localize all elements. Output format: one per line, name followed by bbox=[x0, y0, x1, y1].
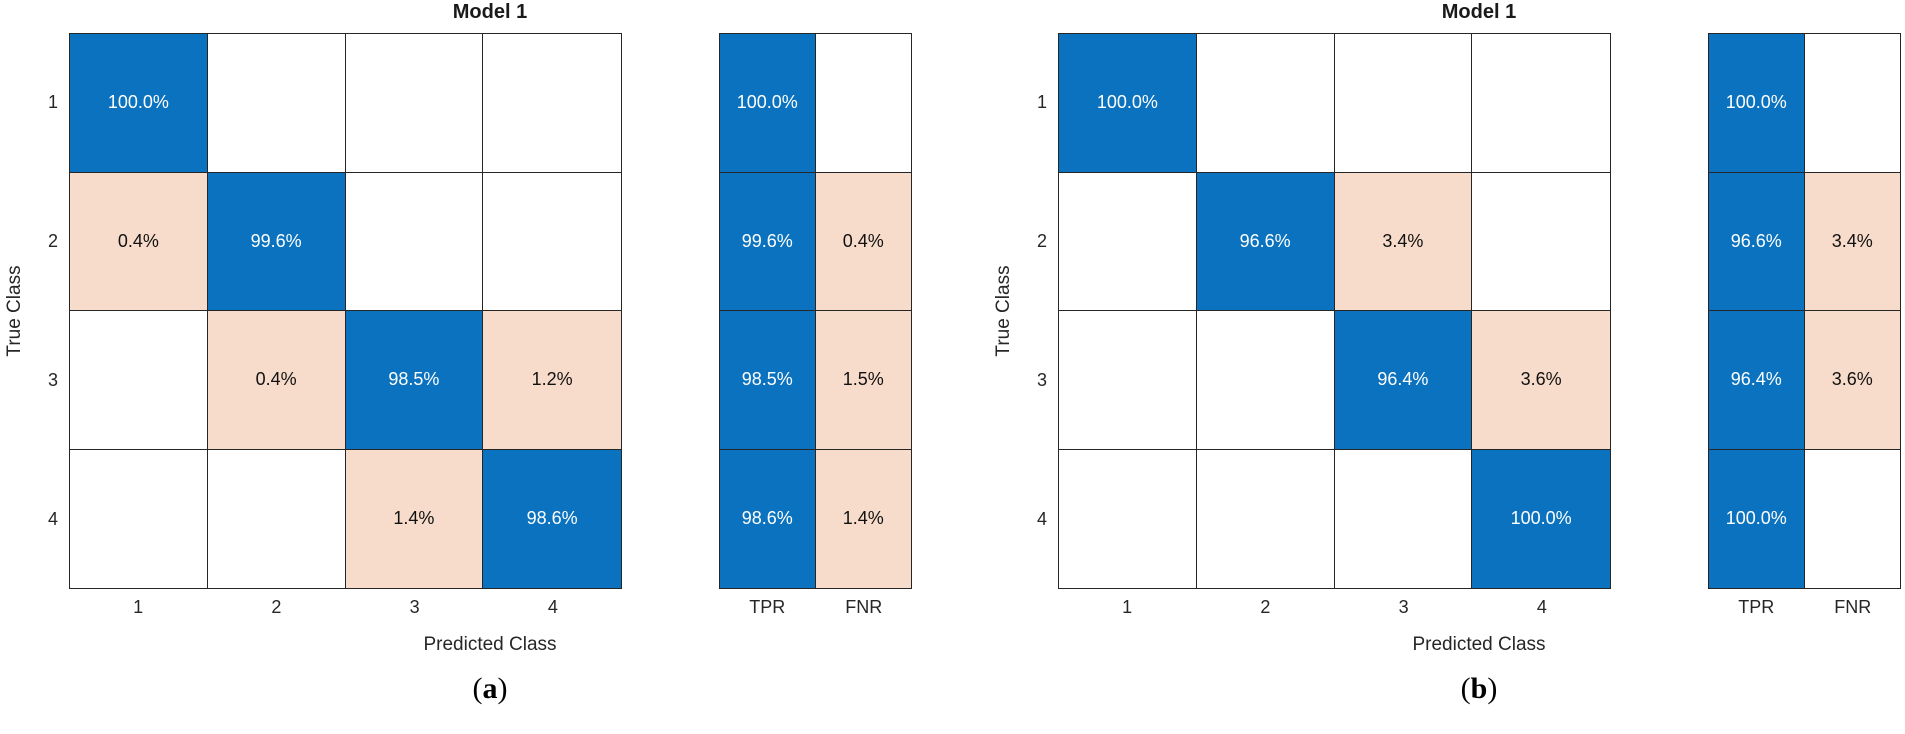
y-tick-1: 1 bbox=[1036, 92, 1047, 112]
fnr-cell-row1 bbox=[815, 34, 911, 173]
matrix-cell-r2c3: 3.4% bbox=[1334, 172, 1473, 311]
x-axis-label: Predicted Class bbox=[423, 634, 557, 655]
fnr-cell-row4 bbox=[1804, 449, 1900, 588]
matrix-cell-r3c2 bbox=[1196, 311, 1335, 450]
x-tick-3: 3 bbox=[409, 596, 420, 617]
caption-paren-open: ( bbox=[1460, 672, 1471, 705]
matrix-cell-r1c2 bbox=[207, 34, 346, 173]
matrix-cell-r3c1 bbox=[1059, 311, 1197, 450]
confusion-matrix-grid: 100.0% 96.6% 3.4% 96.4% 3.6% 100.0% bbox=[1058, 33, 1611, 589]
fnr-cell-row3: 3.6% bbox=[1804, 311, 1900, 450]
matrix-cell-r4c4: 98.6% bbox=[483, 449, 621, 588]
fnr-cell-row1 bbox=[1804, 34, 1900, 173]
matrix-cell-r3c4: 3.6% bbox=[1472, 311, 1610, 450]
tpr-cell-row4: 100.0% bbox=[1709, 449, 1805, 588]
fnr-cell-row4: 1.4% bbox=[815, 449, 911, 588]
matrix-cell-r1c1: 100.0% bbox=[1059, 34, 1197, 173]
row-summary-grid: 100.0% 99.6% 0.4% 98.5% 1.5% 98.6% 1.4% bbox=[719, 33, 912, 589]
x-axis-label: Predicted Class bbox=[1412, 634, 1546, 655]
matrix-cell-r1c2 bbox=[1196, 34, 1335, 173]
caption-letter: a bbox=[482, 672, 498, 705]
x-tick-3: 3 bbox=[1398, 596, 1409, 617]
tpr-column-label: TPR bbox=[1738, 596, 1775, 617]
matrix-cell-r4c3 bbox=[1334, 449, 1473, 588]
x-tick-1: 1 bbox=[133, 596, 144, 617]
y-tick-2: 2 bbox=[47, 231, 58, 251]
tpr-cell-row3: 96.4% bbox=[1709, 311, 1805, 450]
tpr-cell-row2: 96.6% bbox=[1709, 172, 1805, 311]
summary-column-labels: TPR FNR bbox=[719, 589, 912, 621]
matrix-cell-r4c3: 1.4% bbox=[345, 449, 484, 588]
matrix-cell-r2c1 bbox=[1059, 172, 1197, 311]
matrix-cell-r3c2: 0.4% bbox=[207, 311, 346, 450]
tpr-cell-row2: 99.6% bbox=[720, 172, 816, 311]
subfigure-caption: (a) bbox=[69, 672, 911, 706]
y-tick-4: 4 bbox=[1036, 509, 1047, 529]
x-tick-2: 2 bbox=[271, 596, 282, 617]
y-tick-1: 1 bbox=[47, 92, 58, 112]
matrix-cell-r1c1: 100.0% bbox=[70, 34, 208, 173]
matrix-cell-r4c1 bbox=[1059, 449, 1197, 588]
chart-title: Model 1 bbox=[452, 1, 528, 23]
matrix-cell-r2c2: 99.6% bbox=[207, 172, 346, 311]
summary-column-labels: TPR FNR bbox=[1708, 589, 1901, 621]
matrix-cell-r2c3 bbox=[345, 172, 484, 311]
x-tick-4: 4 bbox=[1536, 596, 1547, 617]
x-tick-2: 2 bbox=[1260, 596, 1271, 617]
y-axis-ticks: 1 2 3 4 bbox=[14, 33, 58, 589]
fnr-column-label: FNR bbox=[845, 596, 883, 617]
matrix-cell-r4c4: 100.0% bbox=[1472, 449, 1610, 588]
x-tick-4: 4 bbox=[547, 596, 558, 617]
fnr-column-label: FNR bbox=[1834, 596, 1872, 617]
matrix-cell-r4c2 bbox=[207, 449, 346, 588]
matrix-cell-r4c1 bbox=[70, 449, 208, 588]
confusion-matrix-grid: 100.0% 0.4% 99.6% 0.4% 98.5% 1.2% 1.4% 98.6% bbox=[69, 33, 622, 589]
caption-paren-close: ) bbox=[497, 672, 508, 705]
tpr-cell-row1: 100.0% bbox=[1709, 34, 1805, 173]
y-axis-ticks: 1 2 3 4 bbox=[1003, 33, 1047, 589]
matrix-cell-r3c3: 96.4% bbox=[1334, 311, 1473, 450]
row-summary-grid: 100.0% 96.6% 3.4% 96.4% 3.6% 100.0% bbox=[1708, 33, 1901, 589]
chart-title: Model 1 bbox=[1441, 1, 1517, 23]
x-tick-1: 1 bbox=[1122, 596, 1133, 617]
x-axis-ticks: 1 2 3 4 bbox=[69, 589, 622, 621]
matrix-cell-r2c1: 0.4% bbox=[70, 172, 208, 311]
caption-paren-open: ( bbox=[472, 672, 483, 705]
fnr-cell-row2: 0.4% bbox=[815, 172, 911, 311]
matrix-cell-r2c2: 96.6% bbox=[1196, 172, 1335, 311]
subfigure-caption: (b) bbox=[1058, 672, 1900, 706]
matrix-cell-r1c3 bbox=[1334, 34, 1473, 173]
x-axis-ticks: 1 2 3 4 bbox=[1058, 589, 1611, 621]
y-tick-3: 3 bbox=[1036, 370, 1047, 390]
y-tick-4: 4 bbox=[47, 509, 58, 529]
matrix-cell-r3c3: 98.5% bbox=[345, 311, 484, 450]
y-tick-3: 3 bbox=[47, 370, 58, 390]
fnr-cell-row3: 1.5% bbox=[815, 311, 911, 450]
matrix-cell-r1c3 bbox=[345, 34, 484, 173]
matrix-cell-r3c1 bbox=[70, 311, 208, 450]
matrix-cell-r1c4 bbox=[483, 34, 621, 173]
matrix-cell-r1c4 bbox=[1472, 34, 1610, 173]
fnr-cell-row2: 3.4% bbox=[1804, 172, 1900, 311]
tpr-column-label: TPR bbox=[749, 596, 786, 617]
matrix-cell-r2c4 bbox=[483, 172, 621, 311]
tpr-cell-row3: 98.5% bbox=[720, 311, 816, 450]
tpr-cell-row1: 100.0% bbox=[720, 34, 816, 173]
matrix-cell-r4c2 bbox=[1196, 449, 1335, 588]
y-tick-2: 2 bbox=[1036, 231, 1047, 251]
tpr-cell-row4: 98.6% bbox=[720, 449, 816, 588]
caption-paren-close: ) bbox=[1487, 672, 1498, 705]
matrix-cell-r3c4: 1.2% bbox=[483, 311, 621, 450]
matrix-cell-r2c4 bbox=[1472, 172, 1610, 311]
caption-letter: b bbox=[1470, 672, 1488, 705]
